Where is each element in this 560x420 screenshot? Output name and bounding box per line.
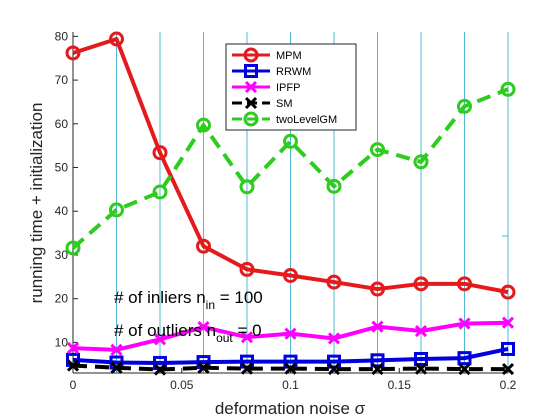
point-IPFP-5 (284, 327, 297, 340)
point-MPM-4 (239, 261, 255, 277)
point-twoLevelGM-9 (457, 98, 472, 114)
legend-label-RRWM: RRWM (276, 66, 311, 78)
svg-text:# of inliers nin = 100: # of inliers nin = 100 (114, 288, 263, 312)
point-SM-7 (371, 363, 384, 376)
point-twoLevelGM-5 (283, 133, 298, 149)
series-line-MPM (72, 36, 509, 295)
series-MPM (65, 31, 516, 300)
point-IPFP-6 (327, 332, 341, 345)
annotation-outliers: # of outliers nout = 0 (114, 321, 262, 345)
legend-label-MPM: MPM (276, 50, 302, 62)
point-MPM-1 (109, 31, 124, 47)
point-twoLevelGM-1 (109, 202, 124, 218)
point-MPM-2 (152, 145, 168, 161)
legend-label-twoLevelGM: twoLevelGM (276, 114, 337, 126)
point-RRWM-10 (501, 341, 515, 356)
x-tick-label-1: 0.05 (170, 378, 194, 392)
point-IPFP-9 (458, 317, 471, 330)
legend-marker-IPFP (244, 80, 258, 94)
point-MPM-6 (326, 274, 342, 290)
x-axis-label: deformation noise σ (215, 399, 366, 418)
y-tick-label-7: 80 (55, 29, 69, 43)
series-IPFP (66, 316, 515, 356)
y-tick-label-1: 20 (55, 292, 69, 306)
point-IPFP-10 (501, 316, 515, 329)
point-SM-8 (414, 362, 428, 375)
point-MPM-5 (283, 268, 298, 284)
x-tick-label-4: 0.2 (500, 378, 517, 392)
x-tick-label-2: 0.1 (282, 378, 299, 392)
point-RRWM-7 (370, 353, 385, 368)
annotation-inliers-sub: in (206, 298, 215, 312)
point-MPM-3 (196, 238, 211, 254)
x-tick-label-3: 0.15 (388, 378, 412, 392)
y-tick-label-5: 60 (55, 117, 69, 131)
y-tick-label-4: 50 (55, 161, 69, 175)
x-tick-label-0: 0 (70, 378, 77, 392)
point-twoLevelGM-10 (500, 81, 516, 97)
y-ticks: 10 20 30 40 50 60 70 80 (55, 29, 78, 349)
point-MPM-0 (65, 45, 81, 61)
y-tick-label-0: 10 (55, 335, 69, 349)
point-twoLevelGM-7 (370, 142, 385, 158)
point-SM-1 (110, 361, 123, 374)
legend-marker-MPM (243, 47, 259, 63)
legend-label-SM: SM (276, 98, 293, 110)
annotation-outliers-prefix: # of outliers n (114, 321, 216, 340)
svg-text:# of outliers nout = 0: # of outliers nout = 0 (114, 321, 262, 345)
point-SM-4 (240, 362, 254, 375)
point-twoLevelGM-6 (326, 178, 342, 194)
series-line-twoLevelGM (71, 87, 509, 250)
series-SM (66, 359, 515, 376)
series-line-RRWM (72, 346, 509, 365)
point-IPFP-7 (371, 320, 384, 333)
point-IPFP-1 (110, 343, 123, 356)
point-twoLevelGM-3 (196, 117, 211, 133)
series-group (65, 31, 516, 376)
legend-marker-twoLevelGM (243, 111, 259, 127)
point-MPM-7 (370, 281, 385, 297)
point-twoLevelGM-0 (65, 240, 81, 256)
point-MPM-10 (500, 284, 516, 300)
y-tick-label-3: 40 (55, 204, 69, 218)
legend-label-IPFP: IPFP (276, 82, 300, 94)
point-twoLevelGM-8 (413, 154, 429, 170)
legend: MPM RRWM IPFP SM twoLevelGM (225, 43, 357, 131)
point-twoLevelGM-2 (152, 184, 168, 200)
y-tick-label-6: 70 (55, 73, 69, 87)
point-SM-3 (197, 361, 210, 374)
x-ticks: 0 0.05 0.1 0.15 0.2 (70, 368, 517, 392)
point-twoLevelGM-4 (239, 179, 255, 195)
point-IPFP-2 (153, 333, 167, 346)
series-twoLevelGM (65, 81, 516, 256)
point-IPFP-8 (414, 324, 428, 338)
point-MPM-9 (457, 276, 472, 292)
point-IPFP-0 (66, 342, 80, 355)
legend-marker-SM (244, 96, 258, 110)
point-MPM-8 (413, 276, 429, 292)
series-line-SM (72, 363, 508, 372)
y-tick-label-2: 30 (55, 248, 69, 262)
point-IPFP-3 (197, 321, 210, 334)
y-axis-label: running time + initialization (27, 103, 46, 304)
point-SM-2 (153, 363, 167, 376)
annotation-inliers-value: = 100 (215, 288, 263, 307)
point-SM-0 (66, 359, 80, 372)
annotation-inliers: # of inliers nin = 100 (114, 288, 263, 312)
point-SM-5 (284, 362, 297, 375)
point-SM-10 (501, 363, 515, 376)
point-IPFP-4 (240, 331, 254, 344)
annotation-outliers-value: = 0 (233, 321, 262, 340)
legend-marker-RRWM (244, 64, 258, 78)
point-RRWM-9 (457, 351, 472, 366)
point-SM-6 (327, 363, 341, 376)
point-RRWM-8 (414, 352, 428, 367)
point-SM-9 (458, 363, 471, 376)
annotation-outliers-sub: out (216, 331, 233, 345)
annotation-inliers-prefix: # of inliers n (114, 288, 206, 307)
